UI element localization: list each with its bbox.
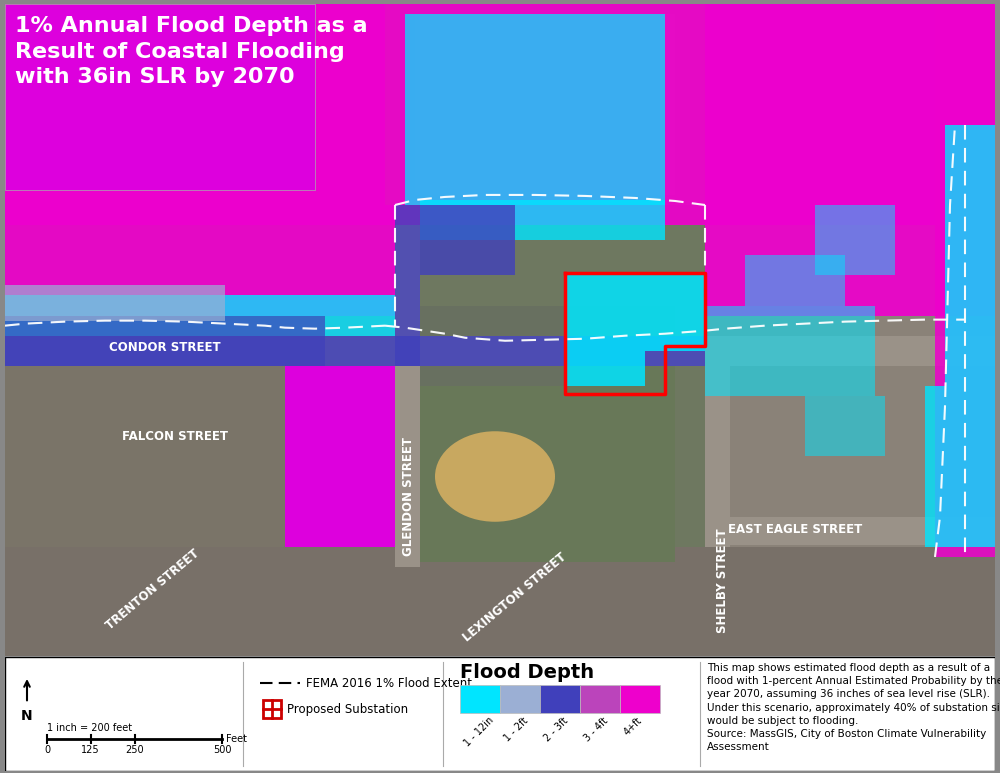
Text: Feet: Feet [226,734,247,744]
Bar [540,685,580,713]
Text: 4+ft: 4+ft [622,715,644,737]
Polygon shape [5,295,395,335]
Polygon shape [925,124,995,547]
Polygon shape [5,335,705,366]
Ellipse shape [435,431,555,522]
Polygon shape [705,305,875,396]
Text: LEXINGTON STREET: LEXINGTON STREET [461,550,569,644]
Text: EAST EAGLE STREET: EAST EAGLE STREET [728,523,862,536]
Bar [500,685,540,713]
Polygon shape [5,547,995,656]
Bar [705,335,730,547]
Polygon shape [5,315,325,366]
Bar [745,255,845,305]
Polygon shape [5,4,285,315]
Text: 1% Annual Flood Depth as a
Result of Coastal Flooding
with 36in SLR by 2070: 1% Annual Flood Depth as a Result of Coa… [15,16,368,87]
Polygon shape [420,200,665,240]
Polygon shape [565,275,705,386]
Text: This map shows estimated flood depth as a result of a
flood with 1-percent Annua: This map shows estimated flood depth as … [707,663,1000,752]
Text: Proposed Substation: Proposed Substation [287,703,408,716]
Polygon shape [405,305,675,562]
Text: SHELBY STREET: SHELBY STREET [716,529,730,633]
Polygon shape [705,225,995,547]
Text: GLENDON STREET: GLENDON STREET [402,437,416,556]
Polygon shape [385,4,705,205]
Polygon shape [395,205,420,366]
Polygon shape [5,225,395,346]
Polygon shape [935,4,995,557]
Text: Flood Depth: Flood Depth [460,663,594,682]
Bar [620,685,660,713]
Bar [580,685,620,713]
Polygon shape [415,14,675,195]
Bar [5,4,315,190]
Text: 3 - 4ft: 3 - 4ft [582,715,610,743]
Bar [815,205,895,275]
Text: 250: 250 [125,745,144,755]
Bar [263,700,281,718]
Bar [705,516,995,545]
Polygon shape [405,14,665,205]
Polygon shape [5,4,995,315]
Polygon shape [420,205,515,275]
Text: 500: 500 [213,745,231,755]
Bar [460,685,500,713]
Text: 1 inch = 200 feet: 1 inch = 200 feet [47,724,132,734]
Text: 0: 0 [44,745,50,755]
Polygon shape [5,285,225,321]
Text: 1 - 12in: 1 - 12in [462,715,495,749]
Text: 125: 125 [81,745,100,755]
Bar [5,335,995,366]
Bar [395,205,420,567]
Polygon shape [395,205,705,567]
Text: FALCON STREET: FALCON STREET [122,430,228,443]
Text: CONDOR STREET: CONDOR STREET [109,342,221,354]
Text: 2 - 3ft: 2 - 3ft [542,715,570,743]
Polygon shape [5,346,285,567]
Polygon shape [405,305,565,386]
Bar [805,396,885,456]
Text: TRENTON STREET: TRENTON STREET [104,547,202,632]
Text: N: N [21,710,33,724]
Text: 1 - 2ft: 1 - 2ft [502,715,530,743]
Text: FEMA 2016 1% Flood Extent: FEMA 2016 1% Flood Extent [306,676,472,690]
